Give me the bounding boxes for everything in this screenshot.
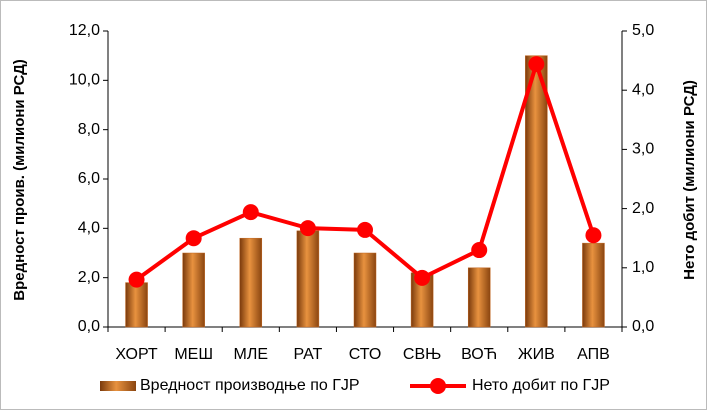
line-marker xyxy=(585,227,602,244)
line-marker xyxy=(128,271,145,288)
y2-tick-label: 3,0 xyxy=(632,141,654,158)
y-axis-title: Вредност проив. (милиони РСД) xyxy=(11,59,28,301)
legend-label: Нето добит по ГЈР xyxy=(472,377,610,394)
bar xyxy=(525,55,548,328)
x-tick-label: АПВ xyxy=(577,346,610,363)
line-marker xyxy=(299,220,316,237)
x-tick-label: СВЊ xyxy=(403,346,441,363)
legend-swatch xyxy=(430,378,446,394)
y-tick-label: 4,0 xyxy=(78,220,100,237)
legend-label: Вредност производње по ГЈР xyxy=(140,377,360,394)
bar xyxy=(125,282,148,328)
x-tick-label: МЛЕ xyxy=(234,346,269,363)
line-marker xyxy=(414,269,431,286)
x-tick-label: ВОЋ xyxy=(461,346,497,363)
line-marker xyxy=(528,56,545,73)
y-tick-label: 8,0 xyxy=(78,121,100,138)
bar xyxy=(467,267,491,328)
x-tick-label: СТО xyxy=(349,346,382,363)
x-tick-label: РАТ xyxy=(293,346,322,363)
y-tick-label: 12,0 xyxy=(69,22,100,39)
y2-tick-label: 2,0 xyxy=(632,200,654,217)
y2-tick-label: 0,0 xyxy=(632,318,654,335)
legend-swatch xyxy=(100,381,136,391)
line-marker xyxy=(471,242,488,259)
y-tick-label: 2,0 xyxy=(78,269,100,286)
line-marker xyxy=(357,221,373,238)
y2-axis-title: Нето добит (милиони РСД) xyxy=(681,80,698,280)
bar xyxy=(182,252,205,328)
bar xyxy=(353,252,377,328)
y-tick-label: 10,0 xyxy=(69,72,100,89)
y2-tick-label: 4,0 xyxy=(632,81,654,98)
bar xyxy=(582,242,605,328)
x-tick-label: ЖИВ xyxy=(518,346,555,363)
y-tick-label: 0,0 xyxy=(78,318,100,335)
y2-tick-label: 1,0 xyxy=(632,259,654,276)
x-tick-label: ХОРТ xyxy=(115,346,158,363)
x-tick-label: МЕШ xyxy=(174,346,213,363)
y-tick-label: 6,0 xyxy=(78,170,100,187)
bar xyxy=(239,237,263,328)
y2-tick-label: 5,0 xyxy=(632,22,654,39)
line-marker xyxy=(185,230,202,247)
bar xyxy=(296,230,320,328)
line-marker xyxy=(242,204,259,221)
